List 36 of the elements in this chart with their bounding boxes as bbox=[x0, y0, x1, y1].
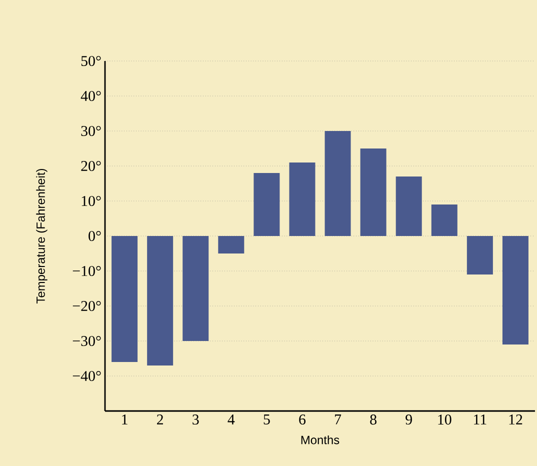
x-tick-label: 9 bbox=[406, 414, 412, 425]
x-tick-label: 7 bbox=[335, 414, 342, 424]
x-tick-label: 12 bbox=[509, 414, 522, 424]
x-tick-label: 5 bbox=[264, 414, 270, 424]
y-tick-label: 30° bbox=[81, 126, 101, 136]
bar bbox=[112, 236, 138, 362]
y-tick-label: −10° bbox=[72, 266, 101, 276]
bar bbox=[466, 236, 493, 274]
y-tick-label: −20° bbox=[72, 300, 101, 312]
x-tick-label: 10 bbox=[438, 414, 452, 425]
y-tick-label: 40° bbox=[80, 90, 101, 102]
x-tick-label: 8 bbox=[370, 414, 376, 425]
y-tick-label: 0° bbox=[88, 230, 101, 242]
bar bbox=[147, 236, 174, 366]
bar bbox=[431, 204, 458, 236]
x-axis-title: Months bbox=[301, 435, 340, 444]
bar bbox=[182, 236, 209, 341]
bar bbox=[289, 162, 316, 236]
x-tick-label: 1 bbox=[122, 414, 128, 424]
y-tick-label: −40° bbox=[72, 370, 101, 382]
y-tick-label: 20° bbox=[81, 160, 101, 172]
y-axis-title: Temperature (Fahrenheit) bbox=[36, 168, 48, 304]
bar bbox=[396, 176, 422, 236]
bar bbox=[360, 148, 386, 236]
bar bbox=[502, 236, 528, 344]
bar bbox=[218, 236, 244, 254]
x-tick-label: 3 bbox=[192, 414, 199, 425]
bar bbox=[324, 130, 351, 236]
x-tick-label: 6 bbox=[299, 414, 306, 425]
x-tick-label: 11 bbox=[474, 414, 486, 424]
y-tick-label: −30° bbox=[72, 336, 101, 346]
y-tick-label: 50° bbox=[81, 56, 101, 66]
x-tick-label: 2 bbox=[157, 414, 163, 424]
y-tick-label: 10° bbox=[82, 196, 101, 206]
bar bbox=[254, 172, 280, 236]
x-tick-label: 4 bbox=[228, 414, 235, 424]
